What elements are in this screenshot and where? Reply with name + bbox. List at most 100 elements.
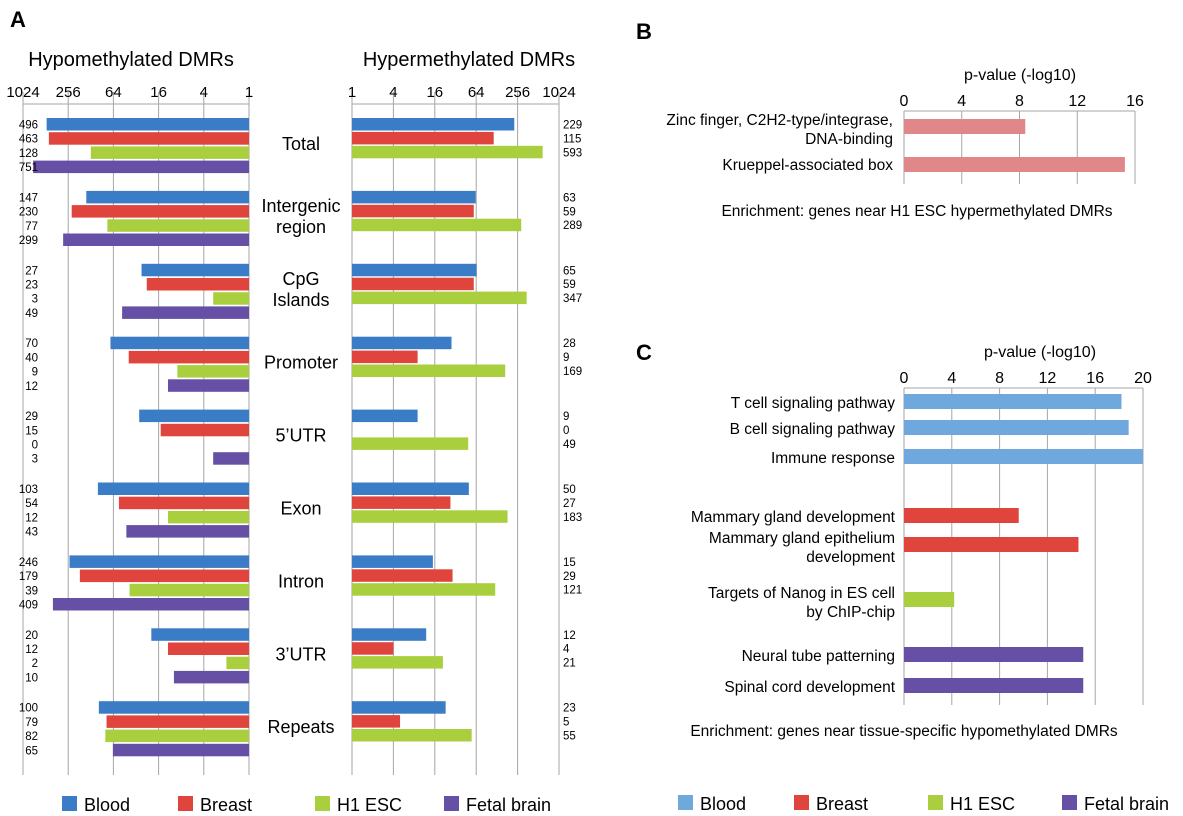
- c-bar: [904, 420, 1129, 435]
- panel-a-label: A: [10, 7, 26, 32]
- hyper-count-label: 183: [563, 512, 582, 524]
- hypo-bar-h1esc: [177, 365, 249, 378]
- hypo-count-label: 463: [19, 134, 38, 146]
- panel-b-label: B: [636, 19, 652, 44]
- c-category-label: by ChIP-chip: [806, 604, 895, 621]
- legend-swatch-blood: [62, 796, 77, 811]
- c-legend-swatch: [928, 795, 943, 810]
- c-tick-label: 8: [995, 370, 1004, 387]
- category-label: 5’UTR: [275, 426, 326, 446]
- c-tick-label: 20: [1134, 370, 1152, 387]
- c-legend-label: Blood: [700, 794, 746, 814]
- panel-a-bars: [33, 118, 543, 757]
- c-bar: [904, 508, 1019, 523]
- hypo-count-label: 246: [19, 557, 38, 569]
- b-bar: [904, 157, 1125, 172]
- category-label: Islands: [272, 290, 329, 310]
- hypo-count-label: 299: [19, 235, 38, 247]
- hyper-bar-h1esc: [352, 364, 506, 377]
- hyper-count-label: 9: [563, 411, 569, 423]
- c-legend-label: Breast: [816, 794, 868, 814]
- hypo-count-label: 12: [25, 644, 38, 656]
- panel-b-chart: 0 4 8 12 16 Zinc finger, C2H2-type/integrase,…: [666, 93, 1144, 184]
- hypo-count-label: 43: [25, 527, 38, 539]
- hypo-bar-fetal-brain: [33, 160, 249, 174]
- c-category-label: Targets of Nanog in ES cell: [708, 585, 895, 602]
- hyper-bar-h1esc: [352, 145, 543, 159]
- hyper-count-label: 65: [563, 265, 576, 277]
- hyper-bar-h1esc: [352, 291, 527, 305]
- b-category-label: Krueppel-associated box: [722, 157, 893, 174]
- hypo-count-label: 49: [25, 308, 38, 320]
- right-tick-label: 4: [389, 84, 397, 101]
- hypo-bar-blood: [98, 701, 249, 714]
- hypo-bar-breast: [118, 496, 249, 510]
- hypo-count-label: 230: [19, 207, 38, 219]
- category-label: Intron: [278, 571, 324, 591]
- hypo-bar-h1esc: [226, 656, 249, 670]
- hypo-bar-breast: [146, 278, 249, 291]
- category-label: CpG: [282, 269, 319, 289]
- hyper-count-label: 63: [563, 192, 576, 204]
- c-bar: [904, 678, 1084, 693]
- legend-swatch-h1esc: [315, 796, 330, 811]
- c-category-label: Immune response: [771, 450, 895, 467]
- hypo-bar-blood: [141, 263, 249, 277]
- hypo-bar-h1esc: [129, 583, 249, 597]
- b-tick-label: 16: [1126, 93, 1144, 110]
- hypo-count-label: 12: [25, 381, 38, 393]
- hyper-count-label: 21: [563, 658, 576, 670]
- hypo-count-label: 29: [25, 411, 38, 423]
- hyper-count-label: 115: [563, 133, 581, 145]
- hypo-count-label: 40: [25, 352, 38, 364]
- hypo-bar-breast: [160, 423, 249, 437]
- c-legend-swatch: [1062, 795, 1077, 810]
- hyper-bar-blood: [352, 336, 452, 350]
- hypo-bar-fetal-brain: [122, 306, 249, 319]
- right-tick-label: 16: [426, 84, 443, 101]
- hypo-count-label: 2: [32, 658, 38, 670]
- category-label: Intergenic: [261, 196, 340, 216]
- hyper-bar-breast: [352, 569, 453, 582]
- hypo-count-label: 0: [32, 440, 38, 452]
- hyper-bar-blood: [352, 482, 469, 495]
- c-legend-label: Fetal brain: [1084, 794, 1169, 814]
- hypo-count-label: 3: [32, 454, 38, 466]
- left-tick-label: 1: [245, 84, 253, 101]
- hypo-count-label: 179: [19, 571, 38, 583]
- c-legend-swatch: [794, 795, 809, 810]
- hypo-count-label: 23: [25, 280, 38, 292]
- hypo-bar-h1esc: [90, 146, 249, 159]
- legend-swatch-fetal-brain: [444, 796, 459, 811]
- hypo-count-label: 103: [19, 484, 38, 496]
- left-tick-label: 256: [56, 84, 81, 101]
- hyper-bar-breast: [352, 277, 474, 291]
- hypo-bar-blood: [110, 336, 249, 350]
- hypo-bar-fetal-brain: [63, 233, 250, 246]
- hypo-count-label: 100: [19, 703, 38, 715]
- panel-a-legend: Blood Breast H1 ESC Fetal brain: [62, 795, 551, 815]
- legend-label: H1 ESC: [337, 795, 402, 815]
- category-label: Exon: [280, 499, 321, 519]
- c-category-label: Mammary gland development: [691, 509, 896, 526]
- c-tick-label: 4: [947, 370, 956, 387]
- hypo-count-label: 409: [19, 600, 38, 612]
- hyper-bar-breast: [352, 642, 394, 655]
- legend-label: Blood: [84, 795, 130, 815]
- hyper-count-label: 27: [563, 498, 576, 510]
- hypo-bar-fetal-brain: [167, 379, 249, 392]
- hypo-bar-breast: [79, 569, 250, 583]
- hypo-count-label: 751: [19, 162, 38, 174]
- hypo-bar-breast: [71, 205, 249, 218]
- hypo-count-label: 39: [25, 585, 38, 597]
- hypo-count-label: 9: [32, 367, 38, 379]
- hyper-bar-blood: [352, 409, 418, 423]
- hypo-bar-h1esc: [107, 219, 249, 232]
- category-label: region: [276, 217, 326, 237]
- b-tick-label: 0: [900, 93, 909, 110]
- right-tick-label: 64: [468, 84, 485, 101]
- c-tick-label: 16: [1086, 370, 1104, 387]
- hypo-count-label: 27: [25, 265, 38, 277]
- c-bar: [904, 647, 1084, 662]
